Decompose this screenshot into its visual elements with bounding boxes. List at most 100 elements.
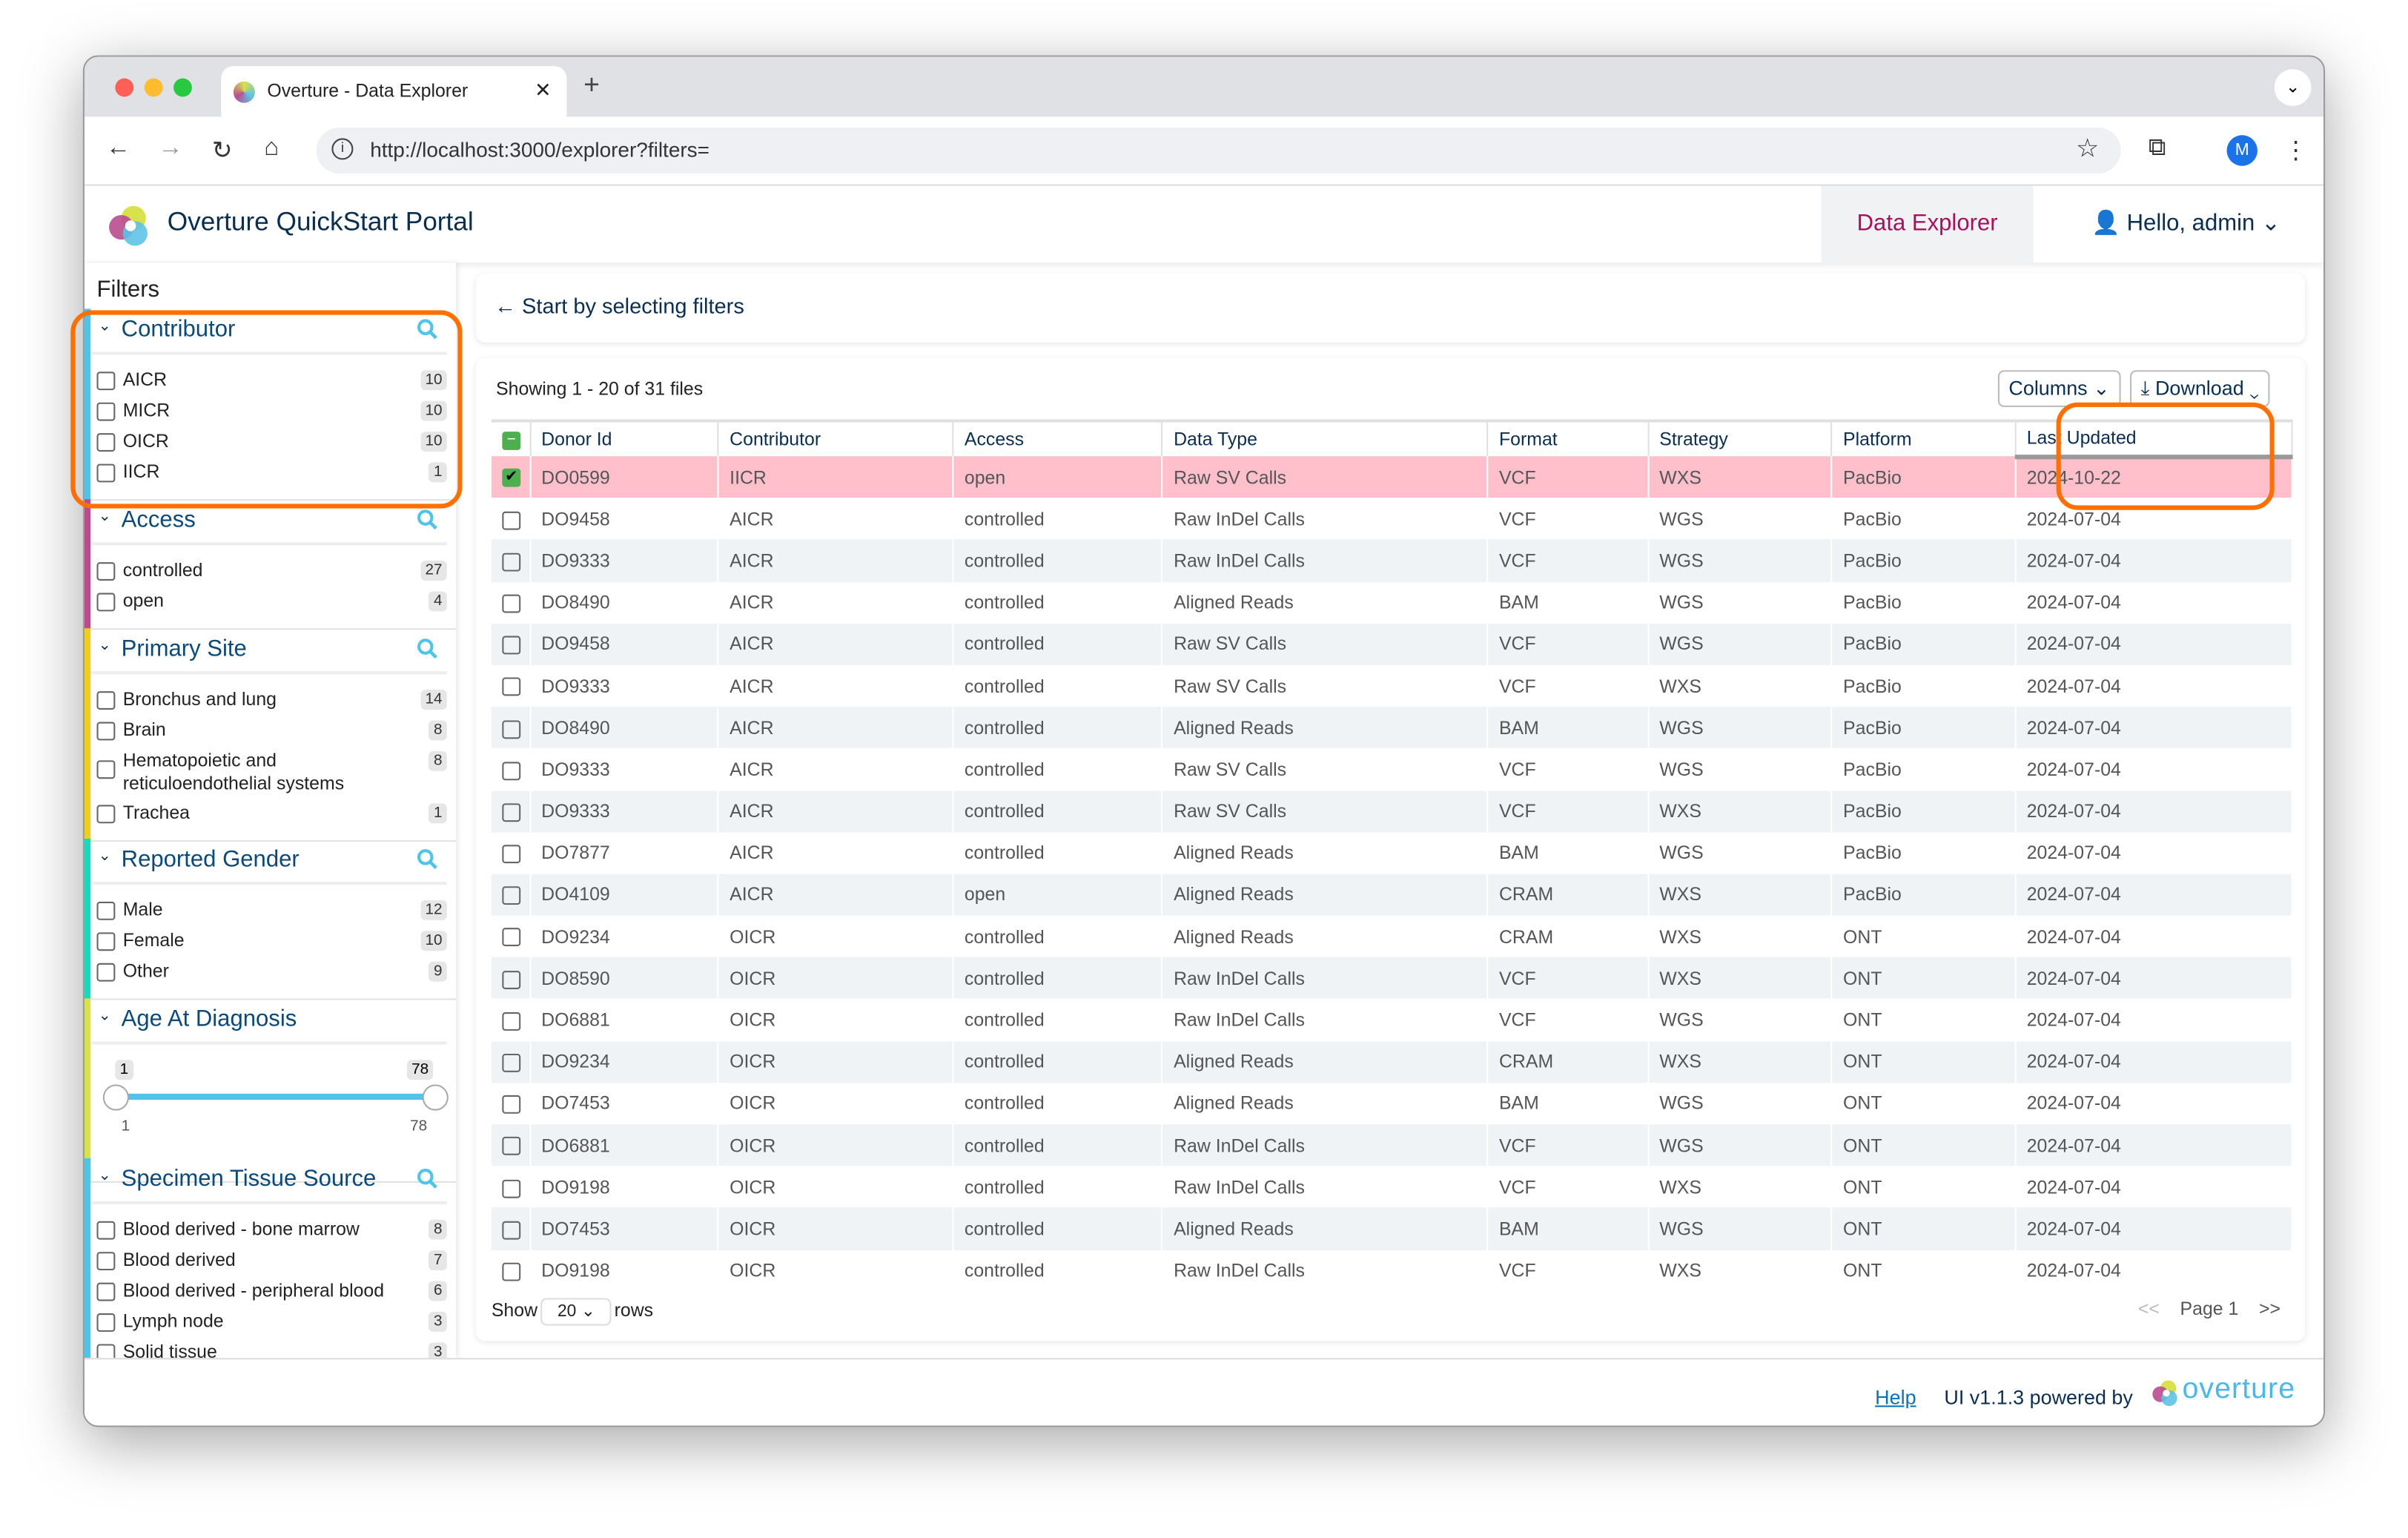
chevron-down-icon[interactable]: ⌄ bbox=[98, 637, 111, 655]
column-header[interactable]: Platform bbox=[1831, 419, 2017, 457]
table-row[interactable]: DO8590 OICR controlled Raw InDel Calls VCF WX… bbox=[491, 957, 2293, 1000]
checkbox[interactable] bbox=[96, 901, 116, 920]
filter-option[interactable]: Solid tissue 3 bbox=[90, 1336, 456, 1359]
column-header[interactable]: Access bbox=[953, 419, 1163, 457]
checkbox[interactable] bbox=[96, 932, 116, 951]
row-checkbox[interactable] bbox=[491, 1124, 531, 1166]
close-window-button[interactable] bbox=[115, 78, 134, 97]
filter-option[interactable]: IICR 1 bbox=[90, 456, 456, 486]
home-icon[interactable]: ⌂ bbox=[264, 135, 280, 162]
column-header[interactable]: Strategy bbox=[1647, 419, 1833, 457]
table-row[interactable]: DO9333 AICR controlled Raw SV Calls VCF WXS Pa… bbox=[491, 790, 2293, 833]
table-row[interactable]: DO9458 AICR controlled Raw SV Calls VCF WGS Pa… bbox=[491, 623, 2293, 665]
nav-data-explorer[interactable]: Data Explorer bbox=[1821, 185, 2034, 263]
filter-option[interactable]: Hematopoietic and reticuloendothelial sy… bbox=[90, 745, 456, 797]
checkbox[interactable] bbox=[96, 402, 116, 421]
checkbox[interactable] bbox=[96, 1344, 116, 1359]
checkbox[interactable] bbox=[96, 433, 116, 452]
table-row[interactable]: ✔ DO0599 IICR open Raw SV Calls VCF WXS PacBio 2… bbox=[491, 456, 2293, 498]
filter-option[interactable]: Other 9 bbox=[90, 955, 456, 986]
checkbox[interactable] bbox=[96, 1313, 116, 1332]
filter-header[interactable]: ⌄ Primary Site bbox=[90, 628, 447, 675]
checkbox[interactable] bbox=[96, 963, 116, 982]
table-row[interactable]: DO6881 OICR controlled Raw InDel Calls VCF WG… bbox=[491, 1124, 2293, 1166]
row-checkbox[interactable] bbox=[491, 790, 531, 833]
user-menu[interactable]: 👤 Hello, admin ⌄ bbox=[2091, 209, 2280, 237]
back-icon[interactable]: ← bbox=[105, 135, 131, 162]
filter-option[interactable]: Blood derived - peripheral blood 6 bbox=[90, 1275, 456, 1305]
address-bar[interactable]: i http://localhost:3000/explorer?filters=… bbox=[316, 127, 2121, 174]
table-row[interactable]: DO9234 OICR controlled Aligned Reads CRAM WXS… bbox=[491, 1040, 2293, 1083]
checkbox[interactable] bbox=[96, 1252, 116, 1271]
filter-option[interactable]: Brain 8 bbox=[90, 714, 456, 745]
row-checkbox[interactable] bbox=[491, 1040, 531, 1083]
chevron-down-icon[interactable]: ⌄ bbox=[98, 317, 111, 335]
filter-option[interactable]: open 4 bbox=[90, 585, 456, 615]
brand-title[interactable]: Overture QuickStart Portal bbox=[167, 207, 474, 237]
checkbox[interactable] bbox=[96, 1282, 116, 1301]
filter-option[interactable]: Blood derived 7 bbox=[90, 1244, 456, 1275]
prev-page-button[interactable]: << bbox=[2137, 1298, 2160, 1320]
row-checkbox[interactable] bbox=[491, 707, 531, 749]
tab-search-chevron-icon[interactable]: ⌄ bbox=[2274, 69, 2312, 106]
overture-wordmark[interactable]: overture bbox=[2182, 1373, 2296, 1406]
column-header[interactable]: Contributor bbox=[718, 419, 954, 457]
chevron-down-icon[interactable]: ⌄ bbox=[98, 1167, 111, 1185]
filter-header[interactable]: ⌄ Contributor bbox=[90, 308, 447, 355]
filter-header[interactable]: ⌄ Reported Gender bbox=[90, 839, 447, 885]
download-button[interactable]: ⤓ Download ⌄ bbox=[2130, 370, 2270, 407]
rows-per-page-select[interactable]: 20 ⌄ bbox=[540, 1298, 612, 1326]
next-page-button[interactable]: >> bbox=[2258, 1298, 2281, 1320]
table-row[interactable]: DO9198 OICR controlled Raw InDel Calls VCF WX… bbox=[491, 1166, 2293, 1208]
table-row[interactable]: DO9333 AICR controlled Raw SV Calls VCF WGS Pa… bbox=[491, 748, 2293, 791]
filter-option[interactable]: MICR 10 bbox=[90, 395, 456, 425]
table-row[interactable]: DO9333 AICR controlled Raw SV Calls VCF WXS Pa… bbox=[491, 664, 2293, 707]
row-checkbox[interactable] bbox=[491, 957, 531, 1000]
filter-option[interactable]: Bronchus and lung 14 bbox=[90, 684, 456, 714]
row-checkbox[interactable] bbox=[491, 581, 531, 624]
table-row[interactable]: DO9234 OICR controlled Aligned Reads CRAM WXS… bbox=[491, 915, 2293, 957]
row-checkbox[interactable] bbox=[491, 1082, 531, 1125]
reload-icon[interactable]: ↻ bbox=[211, 138, 233, 165]
checkbox[interactable] bbox=[96, 372, 116, 391]
row-checkbox[interactable]: ✔ bbox=[491, 456, 531, 498]
row-checkbox[interactable] bbox=[491, 664, 531, 707]
table-row[interactable]: DO7453 OICR controlled Aligned Reads BAM WGS O… bbox=[491, 1082, 2293, 1125]
table-row[interactable]: DO4109 AICR open Aligned Reads CRAM WXS PacBio… bbox=[491, 874, 2293, 916]
table-row[interactable]: DO8490 AICR controlled Aligned Reads BAM WGS P… bbox=[491, 581, 2293, 624]
filter-header[interactable]: ⌄ Age At Diagnosis bbox=[90, 998, 447, 1045]
chevron-down-icon[interactable]: ⌄ bbox=[98, 848, 111, 865]
row-checkbox[interactable] bbox=[491, 1207, 531, 1250]
checkbox[interactable] bbox=[96, 691, 116, 710]
filter-header[interactable]: ⌄ Specimen Tissue Source bbox=[90, 1158, 447, 1204]
slider-min-handle[interactable] bbox=[102, 1084, 129, 1111]
row-checkbox[interactable] bbox=[491, 832, 531, 874]
checkbox[interactable] bbox=[96, 562, 116, 581]
extensions-icon[interactable]: ⧉ bbox=[2148, 135, 2166, 162]
column-header[interactable]: Donor Id bbox=[529, 419, 719, 457]
filter-option[interactable]: OICR 10 bbox=[90, 426, 456, 456]
filter-option[interactable]: AICR 10 bbox=[90, 364, 456, 395]
chevron-down-icon[interactable]: ⌄ bbox=[98, 508, 111, 526]
row-checkbox[interactable] bbox=[491, 999, 531, 1041]
search-icon[interactable] bbox=[416, 318, 437, 340]
row-checkbox[interactable] bbox=[491, 748, 531, 791]
filter-option[interactable]: Blood derived - bone marrow 8 bbox=[90, 1213, 456, 1244]
forward-icon[interactable]: → bbox=[158, 135, 183, 162]
columns-button[interactable]: Columns ⌄ bbox=[1997, 370, 2121, 407]
row-checkbox[interactable] bbox=[491, 623, 531, 665]
search-icon[interactable] bbox=[416, 1167, 437, 1189]
table-row[interactable]: DO6881 OICR controlled Raw InDel Calls VCF WG… bbox=[491, 999, 2293, 1041]
row-checkbox[interactable] bbox=[491, 539, 531, 582]
column-header[interactable]: Format bbox=[1487, 419, 1649, 457]
table-row[interactable]: DO9198 OICR controlled Raw InDel Calls VCF WX… bbox=[491, 1250, 2293, 1292]
info-icon[interactable]: i bbox=[331, 138, 354, 160]
checkbox[interactable] bbox=[96, 593, 116, 612]
filter-header[interactable]: ⌄ Access bbox=[90, 499, 447, 546]
row-checkbox[interactable] bbox=[491, 874, 531, 916]
new-tab-icon[interactable]: + bbox=[583, 69, 600, 100]
profile-avatar[interactable]: M bbox=[2226, 135, 2258, 166]
browser-menu-icon[interactable]: ⋮ bbox=[2283, 138, 2309, 165]
row-checkbox[interactable] bbox=[491, 915, 531, 957]
column-header[interactable]: Last Updated bbox=[2015, 419, 2293, 459]
